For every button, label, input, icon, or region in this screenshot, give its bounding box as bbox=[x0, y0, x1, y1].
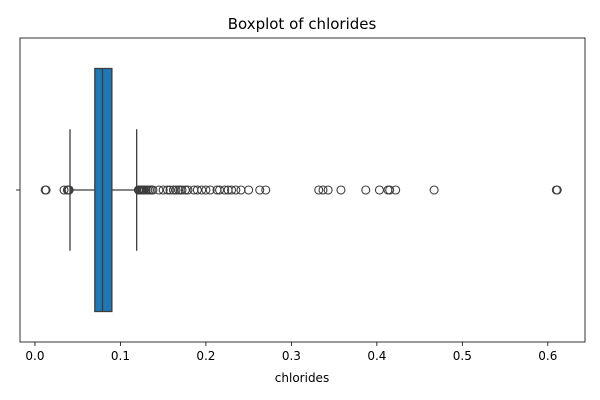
outlier-point bbox=[183, 185, 193, 195]
outlier-point bbox=[385, 185, 395, 195]
outlier-point bbox=[220, 185, 230, 195]
iqr-box bbox=[94, 67, 113, 313]
outlier-point bbox=[201, 185, 211, 195]
outlier-point bbox=[374, 185, 384, 195]
outlier-point bbox=[323, 185, 333, 195]
outlier-point bbox=[255, 185, 265, 195]
x-tick-label: 0.4 bbox=[367, 349, 386, 363]
outlier-point bbox=[318, 185, 328, 195]
outlier-point bbox=[244, 185, 254, 195]
outlier-point bbox=[227, 185, 237, 195]
chart-title: Boxplot of chlorides bbox=[228, 15, 377, 33]
x-tick-label: 0.6 bbox=[538, 349, 557, 363]
outlier-point bbox=[231, 185, 241, 195]
chart-marks bbox=[40, 67, 562, 313]
outlier-point bbox=[41, 185, 51, 195]
outlier-point bbox=[429, 185, 439, 195]
outlier-point bbox=[158, 185, 168, 195]
outlier-point bbox=[336, 185, 346, 195]
outlier-point bbox=[148, 185, 158, 195]
x-tick-label: 0.2 bbox=[196, 349, 215, 363]
x-axis-label: chlorides bbox=[275, 371, 329, 385]
outlier-point bbox=[391, 185, 401, 195]
x-tick-label: 0.3 bbox=[282, 349, 301, 363]
outlier-point bbox=[205, 185, 215, 195]
outlier-point bbox=[171, 185, 181, 195]
x-tick-label: 0.0 bbox=[25, 349, 44, 363]
outlier-point bbox=[64, 185, 74, 195]
outlier-point bbox=[361, 185, 371, 195]
x-axis-ticks: 0.0 0.1 0.2 0.3 0.4 0.5 0.6 bbox=[25, 342, 557, 363]
x-tick-label: 0.1 bbox=[111, 349, 130, 363]
x-tick-label: 0.5 bbox=[453, 349, 472, 363]
outlier-point bbox=[177, 185, 187, 195]
outlier-point bbox=[552, 185, 562, 195]
outlier-point bbox=[261, 185, 271, 195]
outlier-point bbox=[314, 185, 324, 195]
outlier-point bbox=[59, 185, 69, 195]
outlier-point bbox=[236, 185, 246, 195]
